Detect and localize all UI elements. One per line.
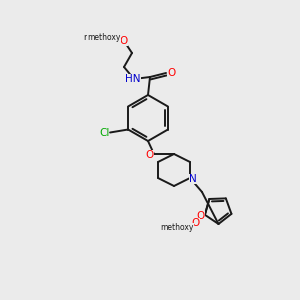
Text: methoxy: methoxy — [84, 34, 120, 43]
Text: N: N — [189, 174, 197, 184]
Text: methoxy: methoxy — [87, 32, 121, 41]
Text: O: O — [120, 36, 128, 46]
Text: HN: HN — [125, 74, 141, 84]
Text: O: O — [197, 211, 205, 221]
Text: O: O — [167, 68, 175, 78]
Text: Cl: Cl — [99, 128, 109, 137]
Text: O: O — [191, 218, 200, 228]
Text: O: O — [146, 150, 154, 160]
Text: methoxy: methoxy — [161, 224, 194, 232]
